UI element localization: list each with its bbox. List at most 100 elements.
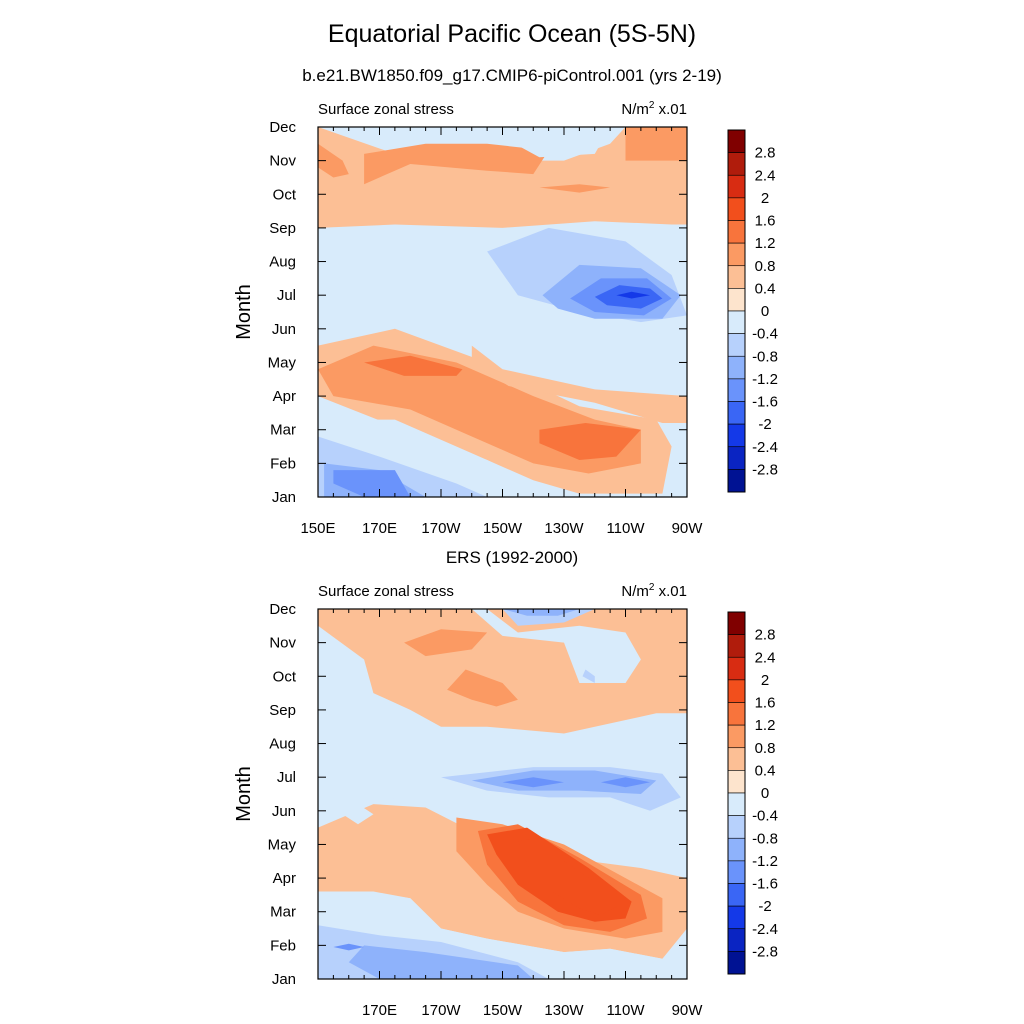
- panel1-colorbar-label: -0.4: [752, 326, 778, 343]
- panel1-ytick-label: Jan: [272, 489, 296, 506]
- panel1-contour-fill-3: [539, 423, 641, 460]
- panel2-xtick-label: 170E: [362, 1002, 397, 1019]
- panel1-colorbar-label: -1.6: [752, 394, 778, 411]
- panel1-contour-fill-18: [625, 127, 687, 161]
- panel2-contour-fill-6: [404, 629, 488, 657]
- panel1-colorbar-box: [727, 310, 746, 334]
- panel1-ytick-label: Feb: [270, 455, 296, 472]
- panel2-colorbar-box: [727, 656, 746, 681]
- panel1-colorbar-frame: [727, 129, 746, 493]
- panel2-colorbar-label: 0: [761, 785, 769, 802]
- panel1-contour-fill-14: [333, 470, 411, 497]
- panel2-colorbar-box: [727, 837, 746, 862]
- panel2-colorbar-box: [727, 815, 746, 839]
- panel2-ytick-label: Dec: [269, 601, 296, 618]
- panel2-contours: [318, 609, 687, 979]
- panel2-colorbar-box: [727, 724, 746, 749]
- panel2-colorbar-frame: [727, 611, 746, 975]
- panel2-ytick-label: Oct: [273, 668, 297, 685]
- panel2-ytick-label: Feb: [270, 937, 296, 954]
- panel1-ytick-label: Dec: [269, 119, 296, 136]
- panel1-colorbar-box: [727, 423, 746, 448]
- panel2-contour-fill-12: [600, 777, 651, 788]
- panel1-colorbar-label: -2.8: [752, 461, 778, 478]
- panel2-colorbar-label: 1.6: [755, 695, 776, 712]
- panel2-ytick-label: Jan: [272, 971, 296, 988]
- panel1-xtick-label: 150E: [300, 520, 335, 537]
- panel1-xtick-label: 130W: [544, 520, 584, 537]
- panel1-xtick-label: 110W: [606, 520, 645, 537]
- panel1-colorbar-box: [727, 333, 746, 357]
- panel1-colorbar-label: 1.2: [755, 235, 776, 252]
- panel2-colorbar-label: 2.8: [755, 627, 776, 644]
- panel1-colorbar-box: [727, 242, 746, 267]
- panel1-colorbar-box: [727, 288, 746, 312]
- panel2-colorbar-label: -2.8: [752, 943, 778, 960]
- panel1-contour-fill-10: [616, 291, 651, 299]
- panel2-contour-fill-19: [348, 945, 534, 979]
- panel1-colorbar-box: [727, 469, 746, 493]
- panel2-contour-fill-4: [517, 837, 620, 916]
- panel2-contour-fill-20: [333, 943, 365, 951]
- panel1-colorbar-label: 0.4: [755, 280, 776, 297]
- panel1-colorbar-label: 2.4: [755, 167, 776, 184]
- panel1-xtick-label: 170W: [421, 520, 461, 537]
- panel2-ytick-label: Mar: [270, 904, 296, 921]
- panel1-ytick-label: Oct: [273, 186, 297, 203]
- panel2-colorbar-label: 1.2: [755, 717, 776, 734]
- panel2-colorbar-label: 0.4: [755, 762, 776, 779]
- panel1-colorbar-box: [727, 378, 746, 402]
- panel1-ytick-label: Sep: [269, 220, 296, 237]
- panel1-colorbar-box: [727, 401, 746, 425]
- panel1-colorbar-label: -2.4: [752, 439, 778, 456]
- panel1-colorbar-box: [727, 220, 746, 244]
- panel1-colorbar-label: -0.8: [752, 348, 778, 365]
- panel2-ytick-label: Jul: [277, 769, 296, 786]
- panel1-colorbar-box: [727, 265, 746, 289]
- panel1-colorbar-box: [727, 152, 746, 176]
- panel2-colorbar-box: [727, 792, 746, 816]
- panel2-colorbar-box: [727, 928, 746, 952]
- panel1-contour-fill-4: [471, 345, 687, 423]
- panel1-contour-fill-19: [539, 184, 611, 193]
- panel2-xtick-label: 90W: [672, 1002, 704, 1019]
- panel1-colorbar-label: 1.6: [755, 213, 776, 230]
- panel1-contour-fill-20: [502, 127, 611, 158]
- panel2-xtick-label: 110W: [606, 1002, 645, 1019]
- panel2-colorbar-box: [727, 951, 746, 975]
- panel2-colorbar-box: [727, 611, 746, 635]
- panel2-ytick-label: Nov: [269, 635, 296, 652]
- panel1-contours: [318, 127, 687, 497]
- panel1-colorbar-label: -2: [758, 416, 771, 433]
- panel1-xtick-label: 150W: [483, 520, 523, 537]
- panel2-colorbar-label: -2.4: [752, 921, 778, 938]
- panel1-left-label: Surface zonal stress: [318, 101, 454, 118]
- panel1-colorbar-label: 2.8: [755, 145, 776, 162]
- panel2-ytick-label: Sep: [269, 702, 296, 719]
- panel2-colorbar-box: [727, 702, 746, 726]
- panel2-contour-fill-10: [471, 770, 657, 794]
- panel2-contour-fill-15: [502, 609, 580, 616]
- panel2-colorbar-label: 0.8: [755, 740, 776, 757]
- panel2-ylabel: Month: [233, 766, 255, 822]
- panel1-units-label: N/m2 x.01: [621, 100, 687, 118]
- panel2-colorbar-label: 2.4: [755, 649, 776, 666]
- panel2-units-label: N/m2 x.01: [621, 582, 687, 600]
- panel2-colorbar-label: -1.2: [752, 853, 778, 870]
- panel1-xtick-label: 170E: [362, 520, 397, 537]
- panel1-colorbar-label: 0.8: [755, 258, 776, 275]
- panel1-colorbar-label: -1.2: [752, 371, 778, 388]
- panel2-ytick-label: May: [268, 836, 297, 853]
- panel1-ytick-label: Apr: [273, 388, 296, 405]
- panel2-colorbar-label: -0.4: [752, 808, 778, 825]
- panel1-ylabel: Month: [233, 284, 255, 340]
- panel2-colorbar-label: -0.8: [752, 830, 778, 847]
- panel1-contour-fill-17: [318, 143, 349, 178]
- panel2-colorbar-box: [727, 883, 746, 907]
- panel2-contour-fill-11: [502, 777, 564, 788]
- panel1-ytick-label: Jul: [277, 287, 296, 304]
- panel1-ytick-label: Mar: [270, 422, 296, 439]
- panel2-title: ERS (1992-2000): [445, 548, 579, 567]
- panel2-colorbar-box: [727, 747, 746, 771]
- panel1-subtitle: b.e21.BW1850.f09_g17.CMIP6-piControl.001…: [302, 66, 722, 85]
